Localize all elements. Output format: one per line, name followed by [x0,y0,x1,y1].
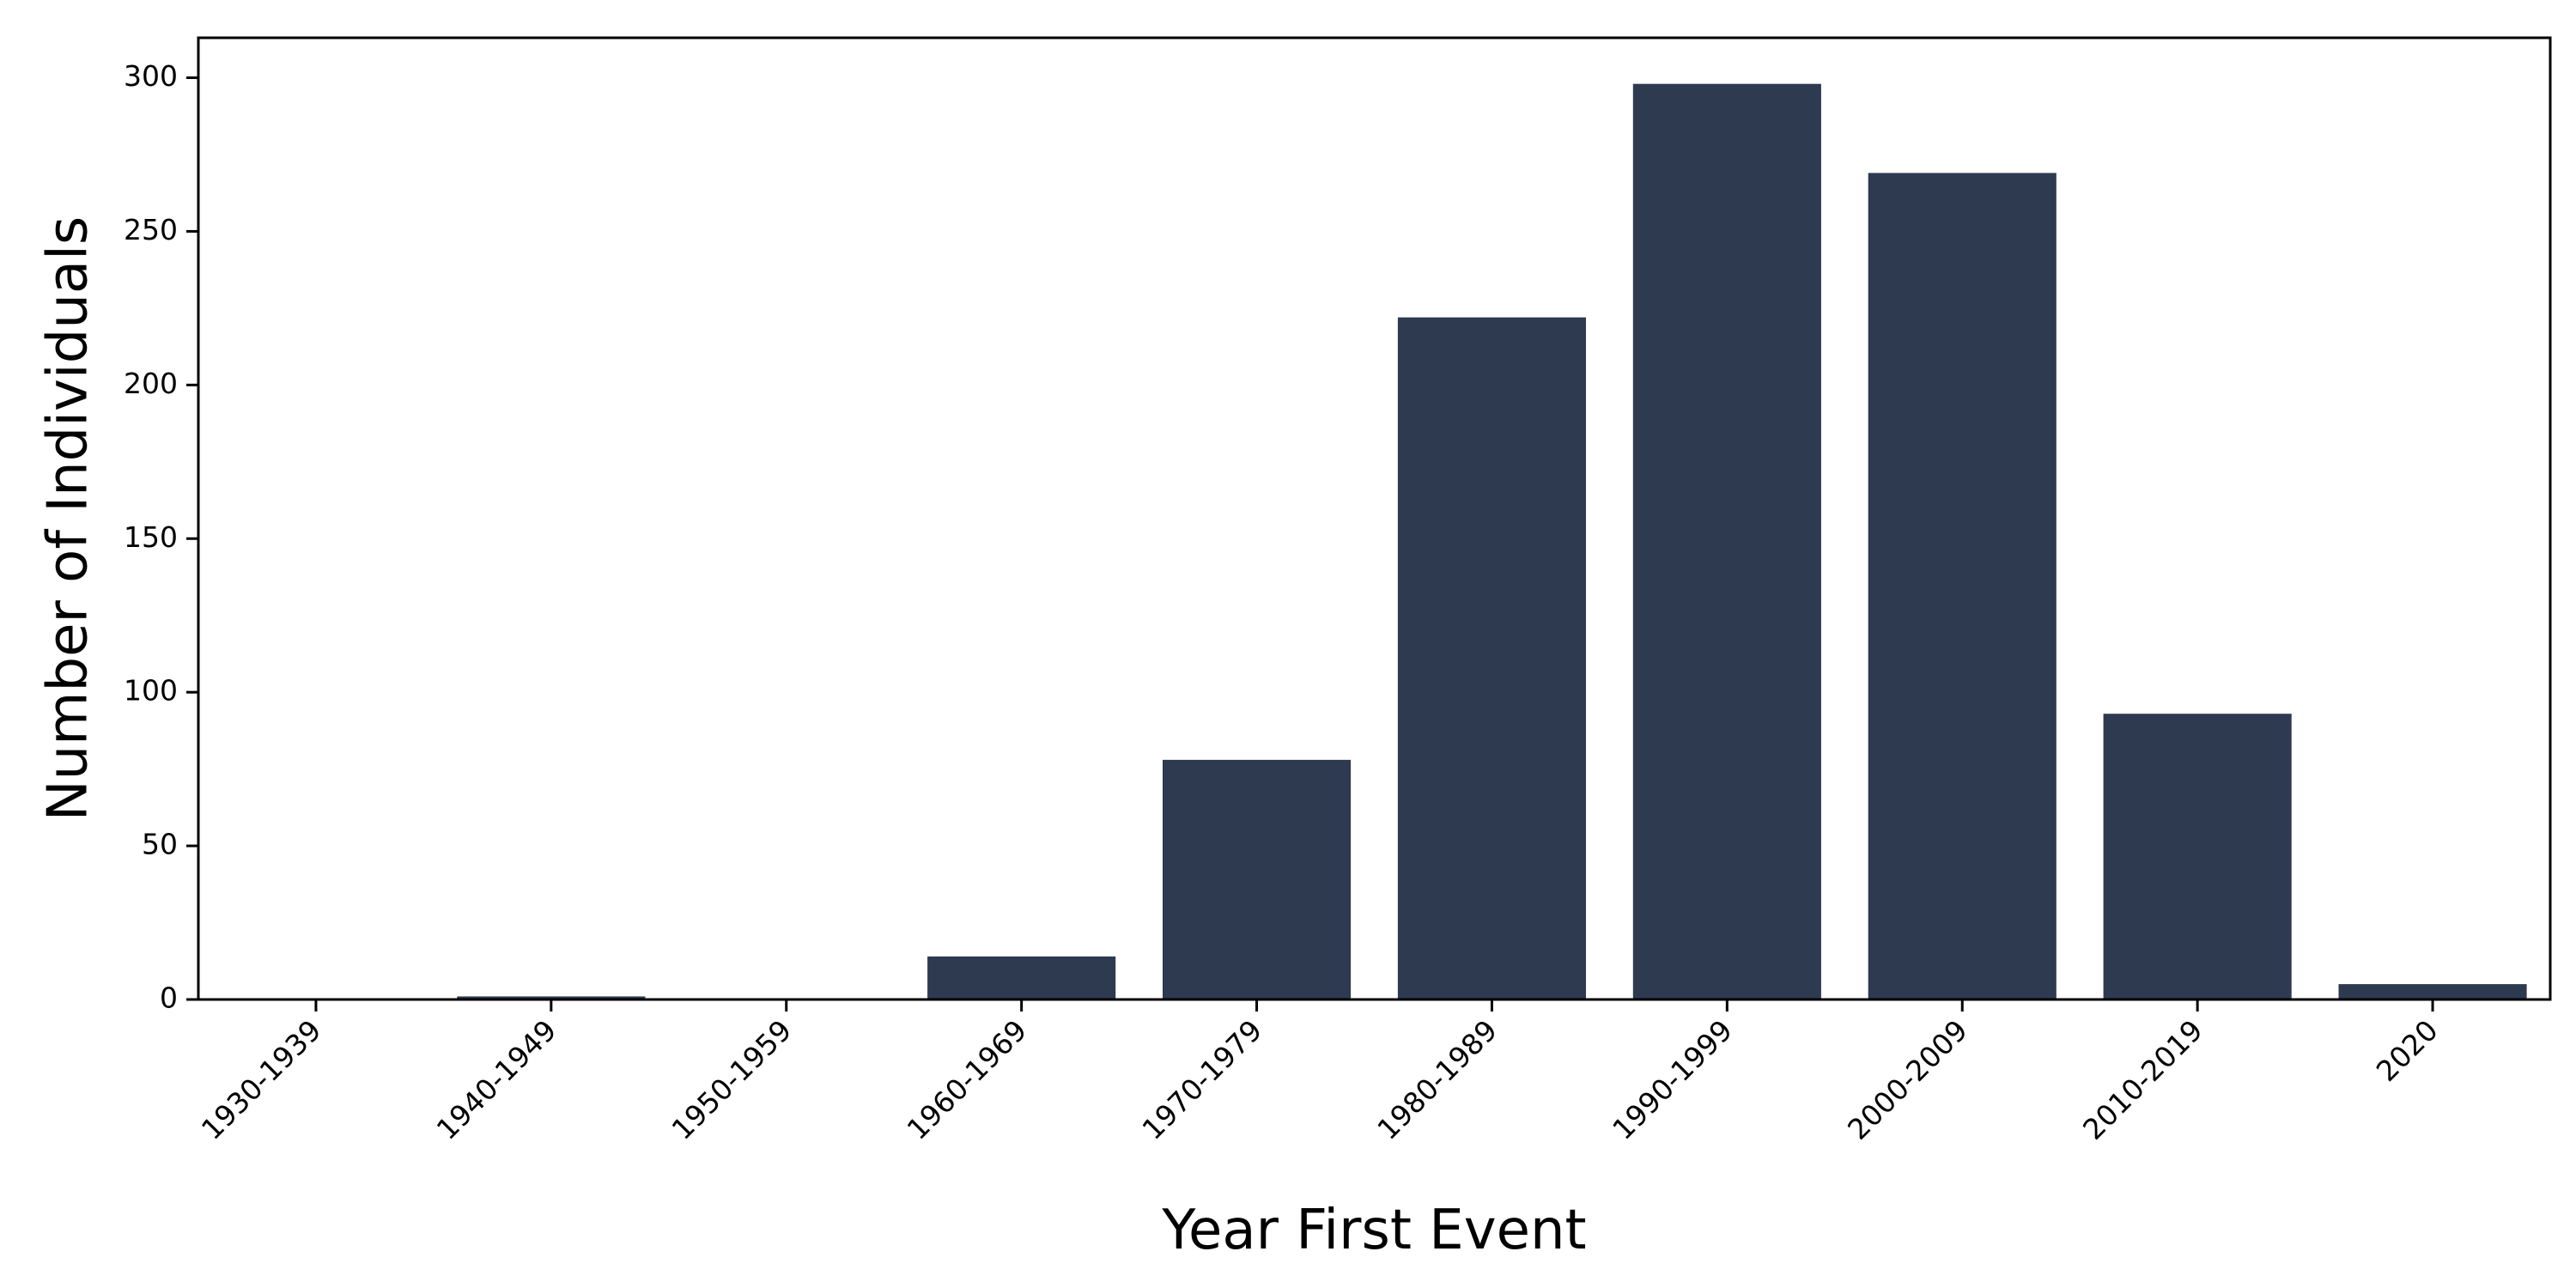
plot-frame [197,36,2552,1001]
x-axis: 1930-1939 1940-1949 1950-1959 1960-1969 1970… [195,999,2445,1146]
bar-2020 [2338,984,2527,999]
bar-1970-1979 [1162,759,1352,999]
x-tick-label: 2010-2019 [2076,1013,2209,1146]
x-tick-label: 1930-1939 [195,1013,328,1146]
bar-2000-2009 [1868,173,2057,999]
x-tick-label: 2020 [2370,1013,2445,1088]
bar-1980-1989 [1397,317,1587,999]
y-tick-label: 150 [124,520,178,554]
x-tick-label: 1990-1999 [1606,1013,1739,1146]
x-tick-label: 1950-1959 [665,1013,799,1146]
bar-1960-1969 [927,956,1116,999]
y-tick-label: 300 [124,59,178,93]
x-tick-label: 1960-1969 [901,1013,1034,1146]
y-tick-label: 100 [124,674,178,708]
y-axis-title: Number of Individuals [37,216,100,822]
bars-group [457,83,2527,1000]
bar-1940-1949 [457,996,646,999]
x-tick-label: 1980-1989 [1370,1013,1504,1146]
x-tick-label: 1940-1949 [430,1013,563,1146]
bar-1990-1999 [1632,83,1821,1000]
y-tick-label: 200 [124,367,178,400]
y-tick-label: 0 [160,981,178,1015]
y-tick-label: 50 [142,828,178,861]
x-tick-label: 1970-1979 [1135,1013,1268,1146]
y-tick-label: 250 [124,213,178,246]
bar-2010-2019 [2103,714,2292,999]
x-tick-label: 2000-2009 [1841,1013,1974,1146]
x-axis-title: Year First Event [1161,1199,1586,1262]
y-axis: 0 50 100 150 200 250 300 [124,59,198,1015]
